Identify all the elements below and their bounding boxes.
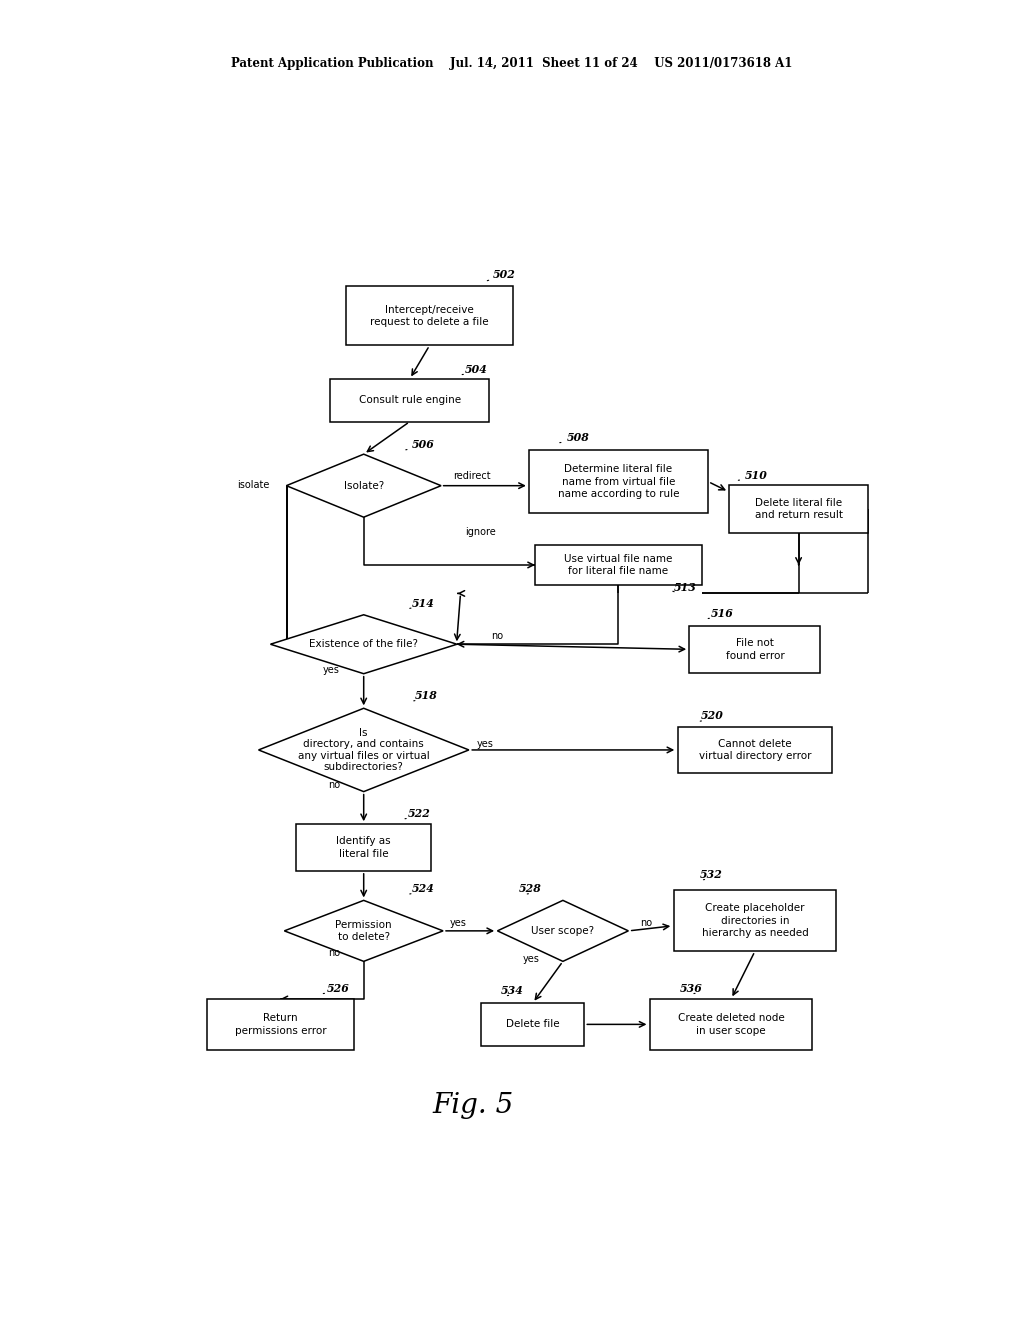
FancyBboxPatch shape [346, 286, 513, 346]
Text: 528: 528 [519, 883, 542, 894]
FancyBboxPatch shape [674, 890, 837, 952]
Text: 536: 536 [680, 983, 702, 994]
FancyBboxPatch shape [296, 824, 431, 871]
Text: Use virtual file name
for literal file name: Use virtual file name for literal file n… [564, 554, 673, 576]
FancyBboxPatch shape [207, 999, 353, 1049]
FancyBboxPatch shape [678, 726, 833, 774]
Text: 534: 534 [501, 985, 524, 995]
Text: no: no [640, 917, 652, 928]
FancyBboxPatch shape [529, 450, 708, 513]
Text: Delete literal file
and return result: Delete literal file and return result [755, 498, 843, 520]
Polygon shape [258, 709, 469, 792]
Text: 516: 516 [712, 607, 734, 619]
Text: Determine literal file
name from virtual file
name according to rule: Determine literal file name from virtual… [558, 465, 679, 499]
Polygon shape [270, 615, 457, 673]
Polygon shape [287, 454, 441, 517]
Polygon shape [285, 900, 443, 961]
Text: ignore: ignore [465, 528, 496, 537]
FancyBboxPatch shape [650, 999, 812, 1049]
Text: Cannot delete
virtual directory error: Cannot delete virtual directory error [698, 739, 811, 762]
Text: Isolate?: Isolate? [344, 480, 384, 491]
Text: 514: 514 [412, 598, 434, 609]
Text: Fig. 5: Fig. 5 [432, 1092, 514, 1119]
Text: 502: 502 [494, 269, 516, 280]
Text: redirect: redirect [454, 470, 490, 480]
Text: 524: 524 [412, 883, 434, 894]
Text: 522: 522 [408, 808, 430, 818]
Text: 506: 506 [412, 440, 434, 450]
Text: Permission
to delete?: Permission to delete? [336, 920, 392, 941]
Text: yes: yes [323, 665, 340, 675]
Text: no: no [328, 948, 340, 958]
Text: Return
permissions error: Return permissions error [234, 1014, 327, 1036]
Text: 513: 513 [674, 582, 697, 594]
Text: isolate: isolate [237, 479, 269, 490]
Text: User scope?: User scope? [531, 925, 595, 936]
FancyBboxPatch shape [331, 379, 489, 421]
Text: Create placeholder
directories in
hierarchy as needed: Create placeholder directories in hierar… [701, 903, 808, 939]
FancyBboxPatch shape [536, 545, 701, 585]
Text: no: no [328, 780, 340, 789]
Polygon shape [498, 900, 629, 961]
Text: Existence of the file?: Existence of the file? [309, 639, 418, 649]
Text: File not
found error: File not found error [726, 638, 784, 660]
Text: 510: 510 [744, 470, 768, 480]
FancyBboxPatch shape [689, 626, 820, 673]
Text: Identify as
literal file: Identify as literal file [337, 837, 391, 859]
Text: yes: yes [522, 954, 539, 965]
Text: no: no [492, 631, 504, 642]
Text: 508: 508 [567, 432, 590, 444]
Text: Is
directory, and contains
any virtual files or virtual
subdirectories?: Is directory, and contains any virtual f… [298, 727, 430, 772]
Text: Consult rule engine: Consult rule engine [358, 395, 461, 405]
Text: 532: 532 [699, 869, 722, 880]
Text: Intercept/receive
request to delete a file: Intercept/receive request to delete a fi… [371, 305, 488, 327]
Text: yes: yes [477, 739, 494, 748]
FancyBboxPatch shape [729, 484, 868, 533]
Text: 520: 520 [701, 710, 724, 722]
Text: Create deleted node
in user scope: Create deleted node in user scope [678, 1014, 784, 1036]
Text: yes: yes [450, 917, 466, 928]
FancyBboxPatch shape [481, 1003, 585, 1045]
Text: 526: 526 [327, 983, 349, 994]
Text: 518: 518 [416, 690, 438, 701]
Text: Delete file: Delete file [506, 1019, 559, 1030]
Text: Patent Application Publication    Jul. 14, 2011  Sheet 11 of 24    US 2011/01736: Patent Application Publication Jul. 14, … [231, 57, 793, 70]
Text: 504: 504 [465, 364, 488, 375]
